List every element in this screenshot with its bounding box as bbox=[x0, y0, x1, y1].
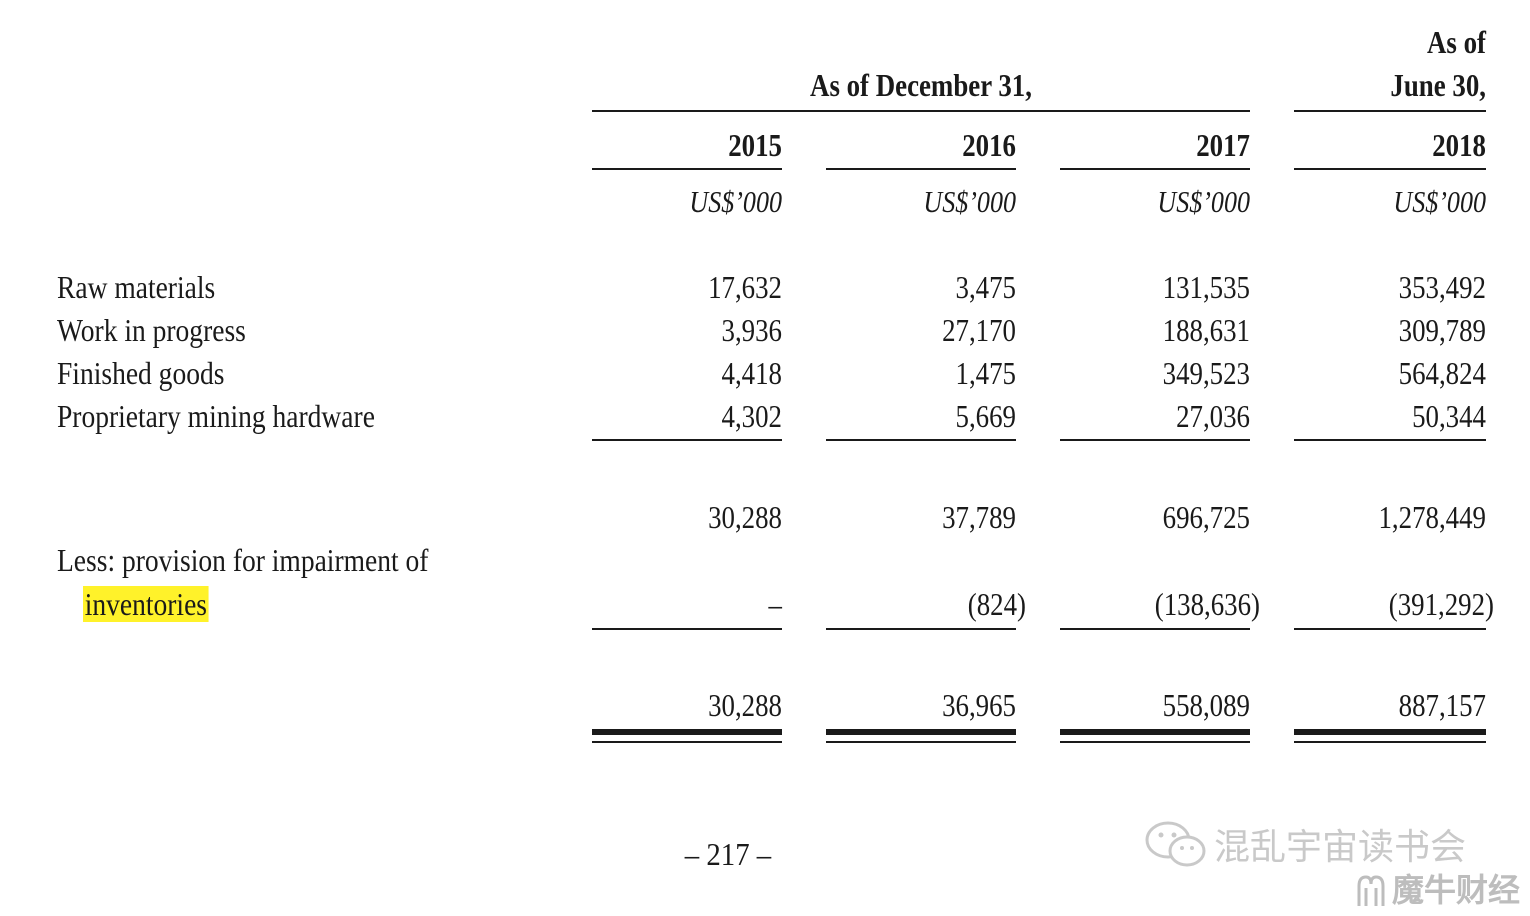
watermark-text: 魔牛财经 bbox=[1392, 871, 1521, 909]
cell-value: 17,632 bbox=[708, 269, 782, 305]
header-rule-december bbox=[592, 110, 1250, 112]
subtotal-rule bbox=[1294, 439, 1486, 441]
cell-value: 349,523 bbox=[1162, 355, 1250, 391]
total-double-rule-thick bbox=[592, 729, 782, 735]
total-double-rule-thin bbox=[1060, 741, 1250, 743]
column-unit: US$’000 bbox=[923, 184, 1016, 219]
header-june-30: June 30, bbox=[1390, 67, 1486, 103]
total-double-rule-thin bbox=[592, 741, 782, 743]
total-value: 30,288 bbox=[708, 687, 782, 723]
cell-value: 188,631 bbox=[1162, 312, 1250, 348]
provision-value: (824) bbox=[967, 586, 1026, 622]
total-value: 36,965 bbox=[942, 687, 1016, 723]
provision-value: (391,292) bbox=[1388, 586, 1494, 622]
cell-value: 564,824 bbox=[1398, 355, 1486, 391]
provision-rule bbox=[592, 628, 782, 630]
header-rule-june bbox=[1294, 110, 1486, 112]
cell-value: 131,535 bbox=[1162, 269, 1250, 305]
cell-value: 3,475 bbox=[955, 269, 1016, 305]
header-as-of-december-31: As of December 31, bbox=[810, 67, 1032, 103]
cell-value: 4,418 bbox=[721, 355, 782, 391]
provision-rule bbox=[826, 628, 1016, 630]
cell-value: 3,936 bbox=[721, 312, 782, 348]
year-rule bbox=[826, 168, 1016, 170]
row-label-raw-materials: Raw materials bbox=[57, 269, 216, 305]
column-unit: US$’000 bbox=[1157, 184, 1250, 219]
wechat-icon bbox=[1144, 820, 1208, 870]
cell-value: 4,302 bbox=[721, 398, 782, 434]
total-double-rule-thick bbox=[1294, 729, 1486, 735]
year-rule bbox=[1060, 168, 1250, 170]
cell-value: 353,492 bbox=[1398, 269, 1486, 305]
moniu-logo-icon bbox=[1356, 874, 1386, 908]
cell-value: 27,036 bbox=[1176, 398, 1250, 434]
watermark-text: 混乱宇宙读书会 bbox=[1214, 827, 1467, 868]
highlighted-text: inventories bbox=[83, 586, 209, 622]
provision-value: – bbox=[768, 586, 782, 622]
row-label-work-in-progress: Work in progress bbox=[57, 312, 246, 348]
header-as-of: As of bbox=[1427, 24, 1486, 60]
total-value: 558,089 bbox=[1162, 687, 1250, 723]
row-label-finished-goods: Finished goods bbox=[57, 355, 225, 391]
subtotal-value: 696,725 bbox=[1162, 499, 1250, 535]
column-unit: US$’000 bbox=[689, 184, 782, 219]
cell-value: 27,170 bbox=[942, 312, 1016, 348]
subtotal-rule bbox=[826, 439, 1016, 441]
cell-value: 309,789 bbox=[1398, 312, 1486, 348]
subtotal-value: 30,288 bbox=[708, 499, 782, 535]
subtotal-value: 1,278,449 bbox=[1378, 499, 1486, 535]
year-rule bbox=[1294, 168, 1486, 170]
provision-value: (138,636) bbox=[1154, 586, 1260, 622]
year-rule bbox=[592, 168, 782, 170]
row-label-proprietary-mining-hardware: Proprietary mining hardware bbox=[57, 398, 375, 434]
column-year: 2015 bbox=[728, 127, 782, 163]
total-double-rule-thin bbox=[826, 741, 1016, 743]
subtotal-rule bbox=[1060, 439, 1250, 441]
provision-rule bbox=[1294, 628, 1486, 630]
page-number: – 217 – bbox=[684, 836, 772, 872]
column-year: 2016 bbox=[962, 127, 1016, 163]
column-year: 2017 bbox=[1196, 127, 1250, 163]
provision-rule bbox=[1060, 628, 1250, 630]
cell-value: 5,669 bbox=[955, 398, 1016, 434]
cell-value: 50,344 bbox=[1412, 398, 1486, 434]
total-value: 887,157 bbox=[1398, 687, 1486, 723]
row-label-provision: Less: provision for impairment of bbox=[57, 542, 429, 578]
row-label-provision-continued: inventories bbox=[83, 584, 209, 624]
column-unit: US$’000 bbox=[1393, 184, 1486, 219]
column-year: 2018 bbox=[1432, 127, 1486, 163]
total-double-rule-thick bbox=[1060, 729, 1250, 735]
subtotal-value: 37,789 bbox=[942, 499, 1016, 535]
subtotal-rule bbox=[592, 439, 782, 441]
total-double-rule-thick bbox=[826, 729, 1016, 735]
total-double-rule-thin bbox=[1294, 741, 1486, 743]
cell-value: 1,475 bbox=[955, 355, 1016, 391]
